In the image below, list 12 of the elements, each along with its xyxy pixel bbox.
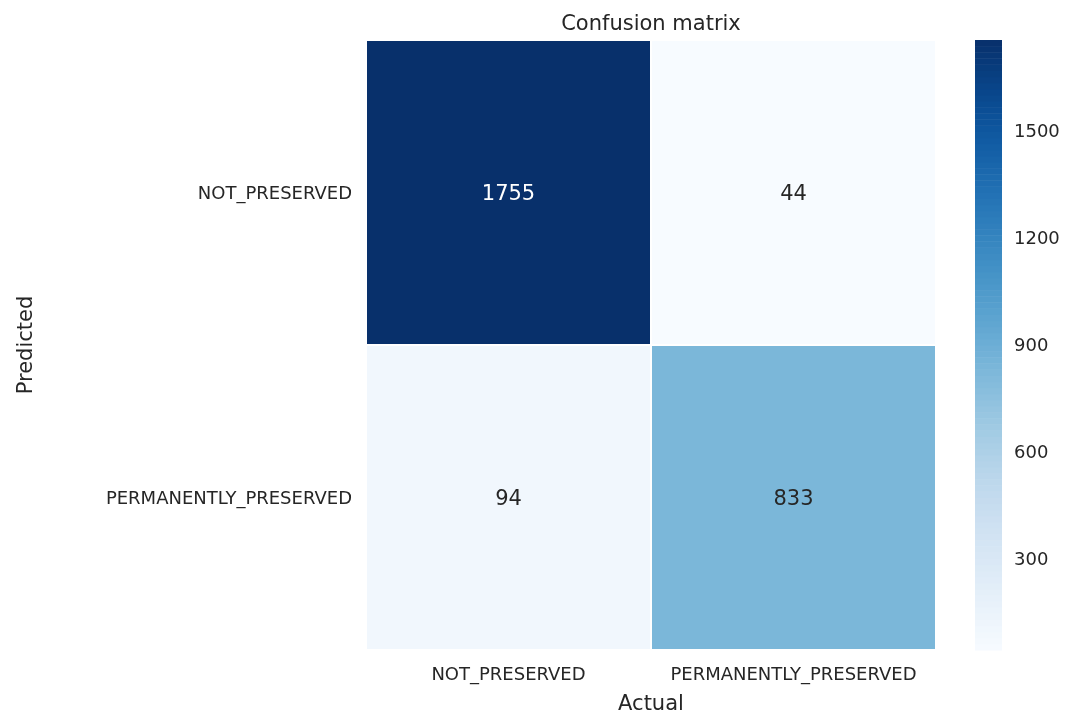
- data-label: 94: [495, 485, 522, 510]
- color-bar-label: 300: [1014, 548, 1049, 570]
- color-bar-label: 1500: [1014, 120, 1060, 142]
- color-bar-label: 900: [1014, 334, 1049, 356]
- data-label: 833: [773, 485, 814, 510]
- color-bar-label: 1200: [1014, 227, 1060, 249]
- x-axis-title: Actual: [618, 691, 684, 715]
- color-bar-label: 600: [1014, 441, 1049, 463]
- chart-title: Confusion matrix: [561, 11, 741, 35]
- y-axis-title: Predicted: [13, 295, 37, 395]
- data-label: 44: [780, 180, 807, 205]
- data-label: 1755: [481, 180, 536, 205]
